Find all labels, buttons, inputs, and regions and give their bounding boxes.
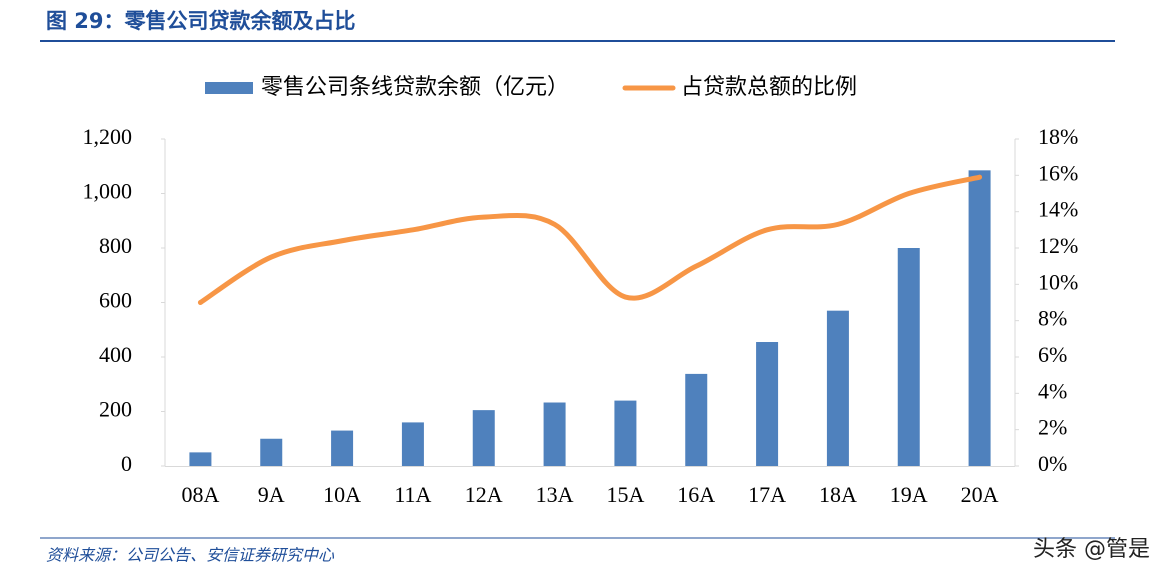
bar (189, 452, 212, 466)
x-tick-label: 11A (394, 482, 431, 507)
source-note: 资料来源：公司公告、安信证券研究中心 (46, 546, 335, 565)
x-tick-label: 08A (181, 482, 219, 507)
x-tick-label: 15A (606, 482, 644, 507)
x-tick-label: 10A (323, 482, 361, 507)
y2-tick-label: 4% (1038, 378, 1067, 403)
y2-tick-label: 14% (1038, 197, 1078, 222)
line-series (197, 174, 983, 305)
x-tick-label: 13A (536, 482, 574, 507)
y-tick-label: 0 (121, 451, 132, 476)
y-tick-label: 1,000 (83, 179, 133, 204)
y-tick-label: 800 (99, 233, 132, 258)
legend-swatch (205, 82, 253, 94)
y-tick-label: 1,200 (83, 124, 133, 149)
bar (472, 410, 495, 466)
bar (756, 342, 779, 466)
x-tick-label: 19A (890, 482, 928, 507)
bar (401, 422, 424, 466)
y-tick-label: 400 (99, 342, 132, 367)
y-tick-label: 200 (99, 397, 132, 422)
x-tick-label: 9A (258, 482, 285, 507)
legend-label: 零售公司条线贷款余额（亿元） (261, 75, 569, 100)
bar (614, 400, 637, 466)
bar (685, 373, 708, 466)
bar (826, 310, 849, 466)
y2-tick-label: 16% (1038, 160, 1078, 185)
x-tick-label: 16A (677, 482, 715, 507)
figure-title: 图 29：零售公司贷款余额及占比 (46, 9, 356, 33)
y2-tick-label: 12% (1038, 233, 1078, 258)
bar (897, 248, 920, 466)
bar (543, 402, 566, 466)
watermark: 头条 @管是 (1033, 537, 1150, 562)
y2-tick-label: 10% (1038, 269, 1078, 294)
bar (968, 170, 991, 466)
x-tick-label: 12A (465, 482, 503, 507)
y-tick-label: 600 (99, 288, 132, 313)
bar (331, 430, 354, 466)
x-tick-label: 20A (961, 482, 999, 507)
x-tick-label: 17A (748, 482, 786, 507)
x-tick-label: 18A (819, 482, 857, 507)
y2-tick-label: 18% (1038, 124, 1078, 149)
y2-tick-label: 8% (1038, 306, 1067, 331)
y2-tick-label: 6% (1038, 342, 1067, 367)
y2-tick-label: 2% (1038, 415, 1067, 440)
legend-label: 占贷款总额的比例 (681, 75, 857, 100)
y2-tick-label: 0% (1038, 451, 1067, 476)
bar (260, 438, 283, 466)
